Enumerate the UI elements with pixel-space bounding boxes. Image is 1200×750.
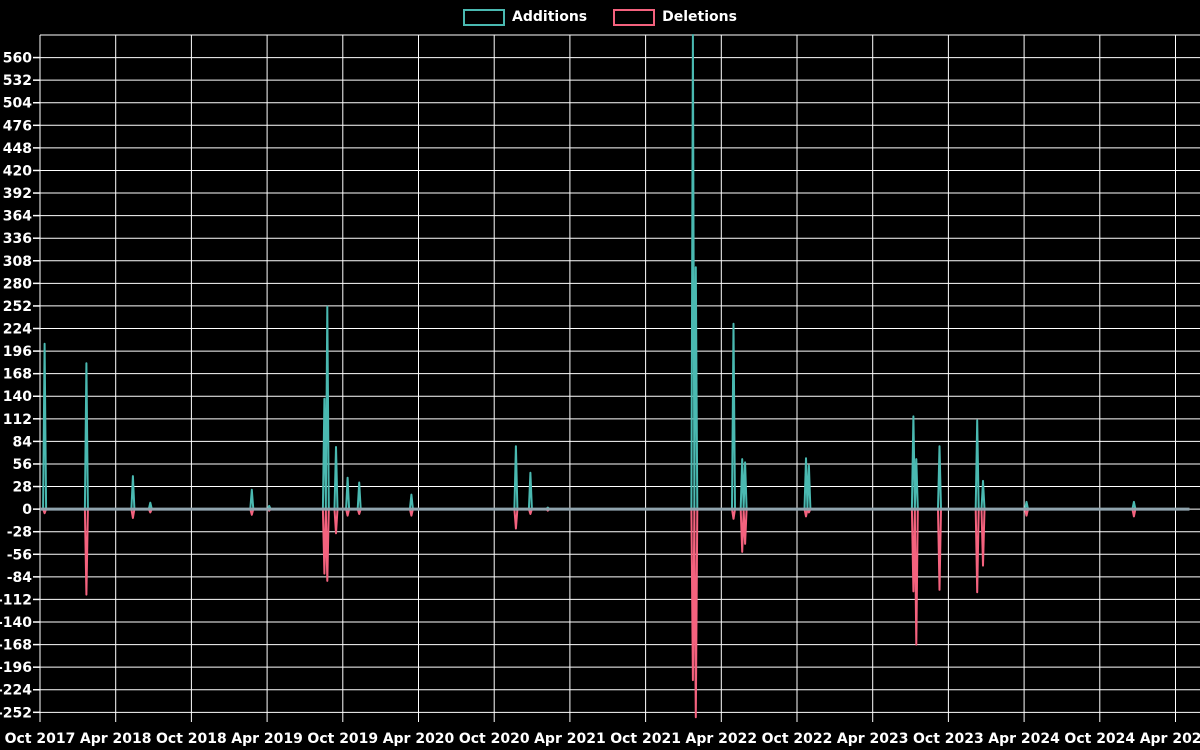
svg-text:336: 336 [3, 231, 32, 247]
svg-text:252: 252 [3, 299, 32, 315]
svg-text:28: 28 [13, 480, 32, 496]
svg-text:476: 476 [3, 118, 32, 134]
svg-text:392: 392 [3, 186, 32, 202]
svg-text:308: 308 [3, 254, 32, 270]
svg-text:Oct 2024: Oct 2024 [1064, 731, 1135, 747]
svg-text:Apr 2022: Apr 2022 [685, 731, 757, 747]
svg-text:Oct 2019: Oct 2019 [307, 731, 378, 747]
svg-text:420: 420 [3, 163, 32, 179]
legend-label-deletions: Deletions [662, 9, 737, 25]
svg-text:504: 504 [3, 96, 32, 112]
svg-text:-196: -196 [0, 660, 32, 676]
svg-text:Apr 2023: Apr 2023 [837, 731, 909, 747]
svg-text:-224: -224 [0, 683, 32, 699]
svg-text:112: 112 [3, 412, 32, 428]
legend-item-additions[interactable]: Additions [463, 8, 588, 26]
svg-text:Oct 2021: Oct 2021 [610, 731, 681, 747]
svg-text:280: 280 [3, 276, 32, 292]
svg-text:Oct 2018: Oct 2018 [156, 731, 227, 747]
svg-text:196: 196 [3, 344, 32, 360]
svg-text:-112: -112 [0, 592, 32, 608]
legend-item-deletions[interactable]: Deletions [613, 8, 737, 26]
svg-text:-56: -56 [7, 547, 32, 563]
svg-text:-168: -168 [0, 638, 32, 654]
svg-text:168: 168 [3, 367, 32, 383]
svg-text:Oct 2022: Oct 2022 [762, 731, 833, 747]
deletions-swatch-icon [613, 8, 656, 26]
svg-text:-28: -28 [7, 525, 32, 541]
svg-text:Apr 2018: Apr 2018 [80, 731, 152, 747]
additions-swatch-icon [463, 8, 506, 26]
svg-text:-140: -140 [0, 615, 32, 631]
svg-text:Apr 2020: Apr 2020 [383, 731, 455, 747]
svg-text:Apr 2024: Apr 2024 [988, 731, 1060, 747]
legend-label-additions: Additions [512, 9, 588, 25]
svg-text:448: 448 [3, 141, 32, 157]
svg-text:56: 56 [13, 457, 32, 473]
svg-text:84: 84 [13, 434, 33, 450]
svg-text:-252: -252 [0, 705, 32, 721]
svg-text:560: 560 [3, 51, 32, 67]
svg-text:Apr 2019: Apr 2019 [231, 731, 303, 747]
svg-text:Oct 2023: Oct 2023 [913, 731, 984, 747]
svg-text:0: 0 [22, 502, 32, 518]
svg-text:-84: -84 [7, 570, 33, 586]
svg-text:224: 224 [3, 322, 32, 338]
svg-text:532: 532 [3, 73, 32, 89]
chart-legend: Additions Deletions [0, 4, 1200, 30]
svg-text:Apr 2021: Apr 2021 [534, 731, 606, 747]
svg-text:364: 364 [3, 209, 32, 225]
svg-text:140: 140 [3, 389, 32, 405]
svg-text:Oct 2020: Oct 2020 [459, 731, 530, 747]
svg-text:Oct 2017: Oct 2017 [5, 731, 76, 747]
